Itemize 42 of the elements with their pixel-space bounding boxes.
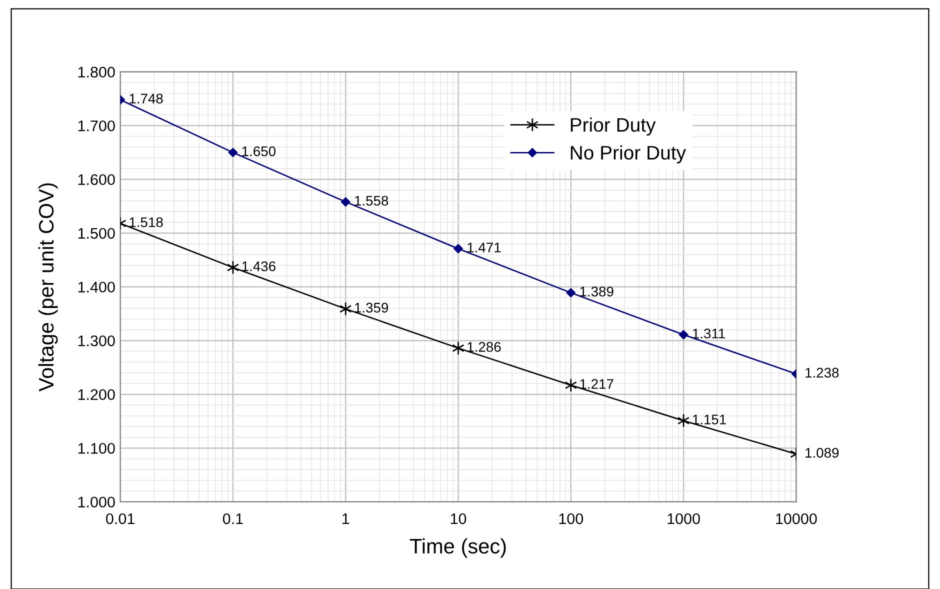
y-tick-label: 1.000	[78, 496, 115, 508]
data-label: 1.151	[692, 414, 726, 424]
y-axis-title: Voltage (per unit COV)	[38, 183, 58, 392]
y-tick-label: 1.800	[78, 66, 115, 78]
point	[340, 302, 352, 316]
data-label: 1.436	[242, 261, 276, 272]
data-label: 1.518	[130, 217, 163, 228]
data-label: 1.217	[580, 379, 614, 389]
data-label: 1.311	[692, 328, 725, 338]
x-tick-label: 10000	[776, 513, 817, 524]
y-tick-label: 1.400	[78, 282, 115, 293]
y-tick-label: 1.500	[78, 228, 115, 239]
data-label: 1.286	[468, 342, 501, 352]
point	[566, 288, 576, 298]
y-tick-label: 1.100	[78, 442, 115, 454]
legend-label: Prior Duty	[570, 118, 656, 136]
data-label: 1.748	[130, 94, 163, 104]
x-axis-title: Time (sec)	[410, 538, 506, 558]
data-label: 1.558	[355, 196, 388, 206]
x-tick-label: 10	[450, 513, 466, 524]
x-tick-label: 1000	[668, 513, 700, 524]
legend-label: No Prior Duty	[570, 145, 686, 164]
point	[454, 244, 463, 254]
x-tick-label: 0.1	[222, 513, 243, 524]
y-tick-label: 1.700	[78, 120, 115, 132]
point	[340, 197, 350, 207]
y-tick-label: 1.600	[78, 174, 115, 186]
data-label: 1.389	[580, 286, 614, 296]
point	[678, 330, 688, 340]
data-label: 1.238	[806, 368, 839, 378]
data-label: 1.471	[468, 242, 501, 252]
point	[564, 378, 577, 392]
data-label: 1.359	[355, 302, 388, 313]
point	[228, 148, 238, 158]
data-label: 1.650	[242, 146, 276, 156]
data-label: 1.089	[806, 448, 839, 458]
x-tick-label: 1	[342, 514, 350, 524]
y-tick-label: 1.300	[78, 335, 115, 346]
y-tick-label: 1.200	[78, 389, 115, 400]
x-tick-label: 0.01	[106, 513, 134, 524]
point	[452, 341, 464, 356]
x-tick-label: 100	[559, 513, 584, 524]
